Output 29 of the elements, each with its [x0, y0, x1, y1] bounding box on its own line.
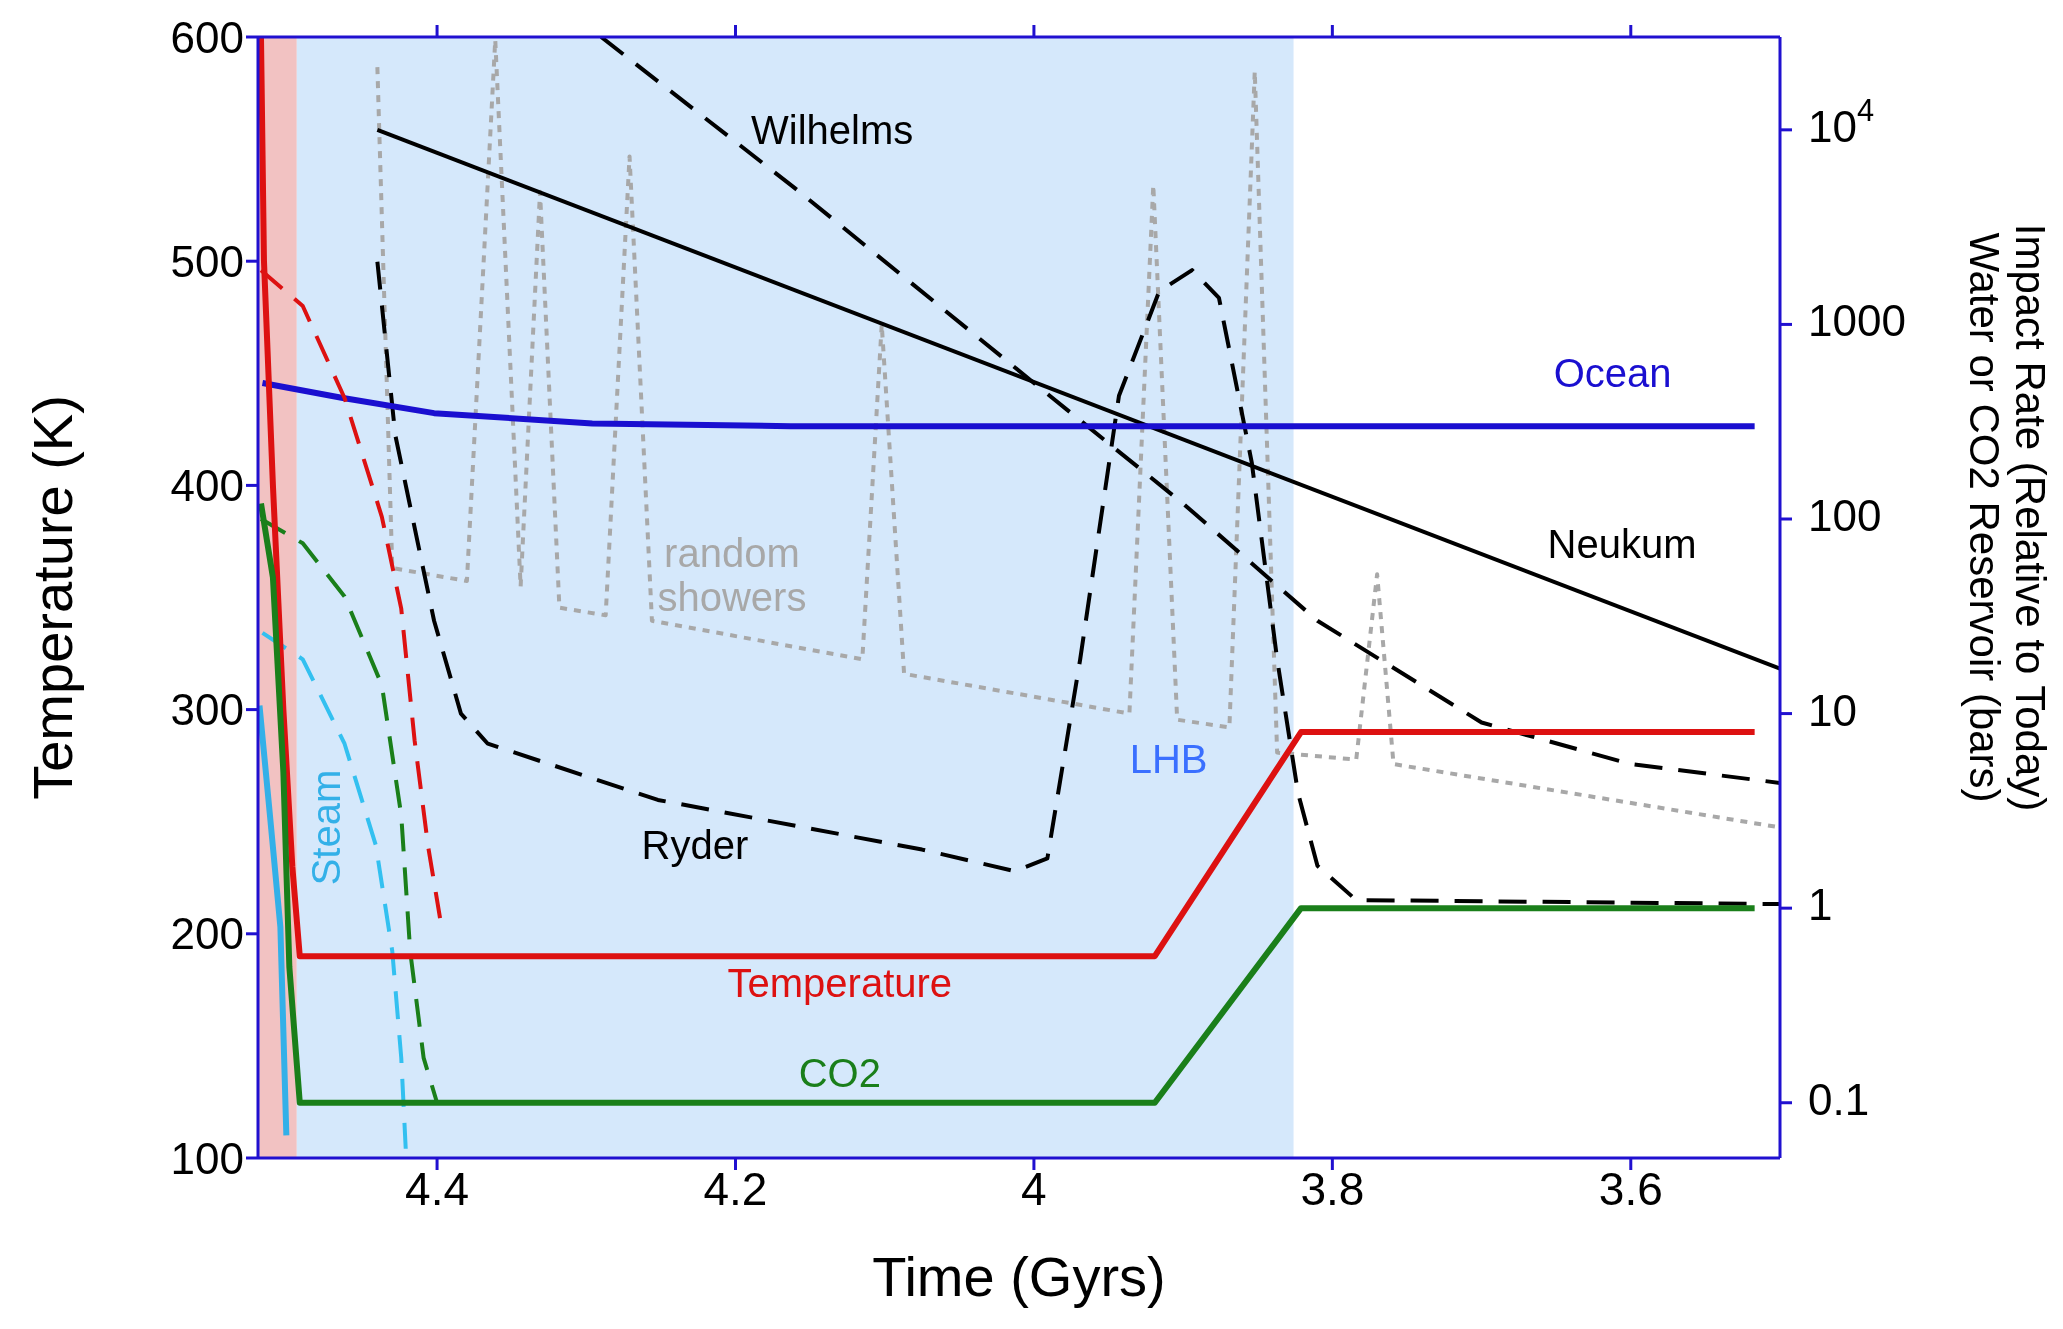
x-axis-title: Time (Gyrs) — [872, 1245, 1166, 1308]
series-label: random showers — [657, 531, 807, 620]
y2-tick-label: 10 — [1808, 685, 1857, 735]
y-tick-label: 200 — [170, 909, 244, 959]
y2-tick-label: 1 — [1808, 879, 1833, 929]
y2-tick-label: 10$^{4}$ — [1808, 92, 1875, 151]
x-tick-label: 3.8 — [1300, 1162, 1365, 1215]
x-tick-label: 4.4 — [405, 1162, 470, 1215]
y-tick-label: 500 — [170, 236, 244, 286]
series-label: CO2 — [798, 1051, 881, 1096]
series-label: Temperature — [727, 960, 953, 1005]
band-label: LHB — [1129, 736, 1208, 781]
y2-axis-title: Impact Rate (Relative to Today) Water or CO2 Reservoir (bars) — [1961, 223, 2054, 812]
y2-tick-label: 100 — [1808, 490, 1882, 540]
x-tick-label: 4 — [1021, 1162, 1047, 1215]
y-tick-label: 100 — [170, 1133, 244, 1183]
series-label: Neukum — [1547, 522, 1697, 567]
y2-tick-label: 1000 — [1808, 296, 1906, 346]
x-tick-label: 3.6 — [1598, 1162, 1663, 1215]
series-label: Wilhelms — [751, 107, 914, 152]
series-label: Ryder — [641, 823, 749, 868]
text: Steam — [304, 769, 349, 886]
series-label: Ocean — [1553, 350, 1672, 395]
y-axis-title: Temperature (K) — [20, 395, 84, 800]
y2-tick-label: 0.1 — [1808, 1074, 1870, 1124]
x-tick-label: 4.2 — [703, 1162, 768, 1215]
y-tick-label: 300 — [170, 685, 244, 735]
y-tick-label: 600 — [170, 12, 244, 62]
y-tick-label: 400 — [170, 461, 244, 511]
